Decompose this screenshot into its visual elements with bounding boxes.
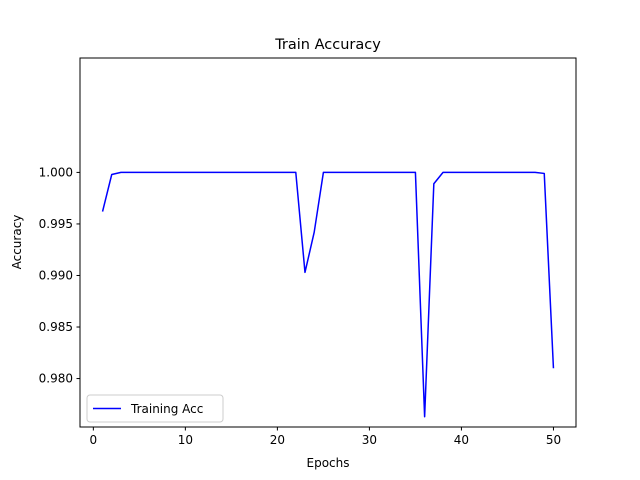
- x-tick-label: 40: [454, 433, 469, 447]
- y-tick-label: 0.980: [39, 372, 73, 386]
- plot-frame: [79, 57, 577, 428]
- plot-area: [79, 57, 577, 428]
- x-tick-label: 0: [90, 433, 98, 447]
- legend-label: Training Acc: [130, 402, 203, 416]
- y-tick-label: 0.995: [39, 217, 73, 231]
- x-axis-ticks: 0 10 20 30 40 50: [90, 427, 561, 447]
- x-tick-label: 20: [270, 433, 285, 447]
- x-tick-label: 50: [546, 433, 561, 447]
- x-tick-label: 10: [178, 433, 193, 447]
- x-axis-label: Epochs: [307, 456, 350, 470]
- legend-box: [86, 394, 224, 423]
- y-tick-label: 0.990: [39, 268, 73, 282]
- series-line-0: [101, 171, 555, 418]
- y-tick-label: 0.985: [39, 320, 73, 334]
- x-tick-label: 30: [362, 433, 377, 447]
- legend: Training Acc: [86, 394, 224, 423]
- chart-title: Train Accuracy: [274, 37, 381, 53]
- y-axis-label: Accuracy: [10, 215, 24, 270]
- y-axis-ticks: 0.980 0.985 0.990 0.995 1.000: [39, 165, 80, 386]
- y-tick-label: 1.000: [39, 165, 73, 179]
